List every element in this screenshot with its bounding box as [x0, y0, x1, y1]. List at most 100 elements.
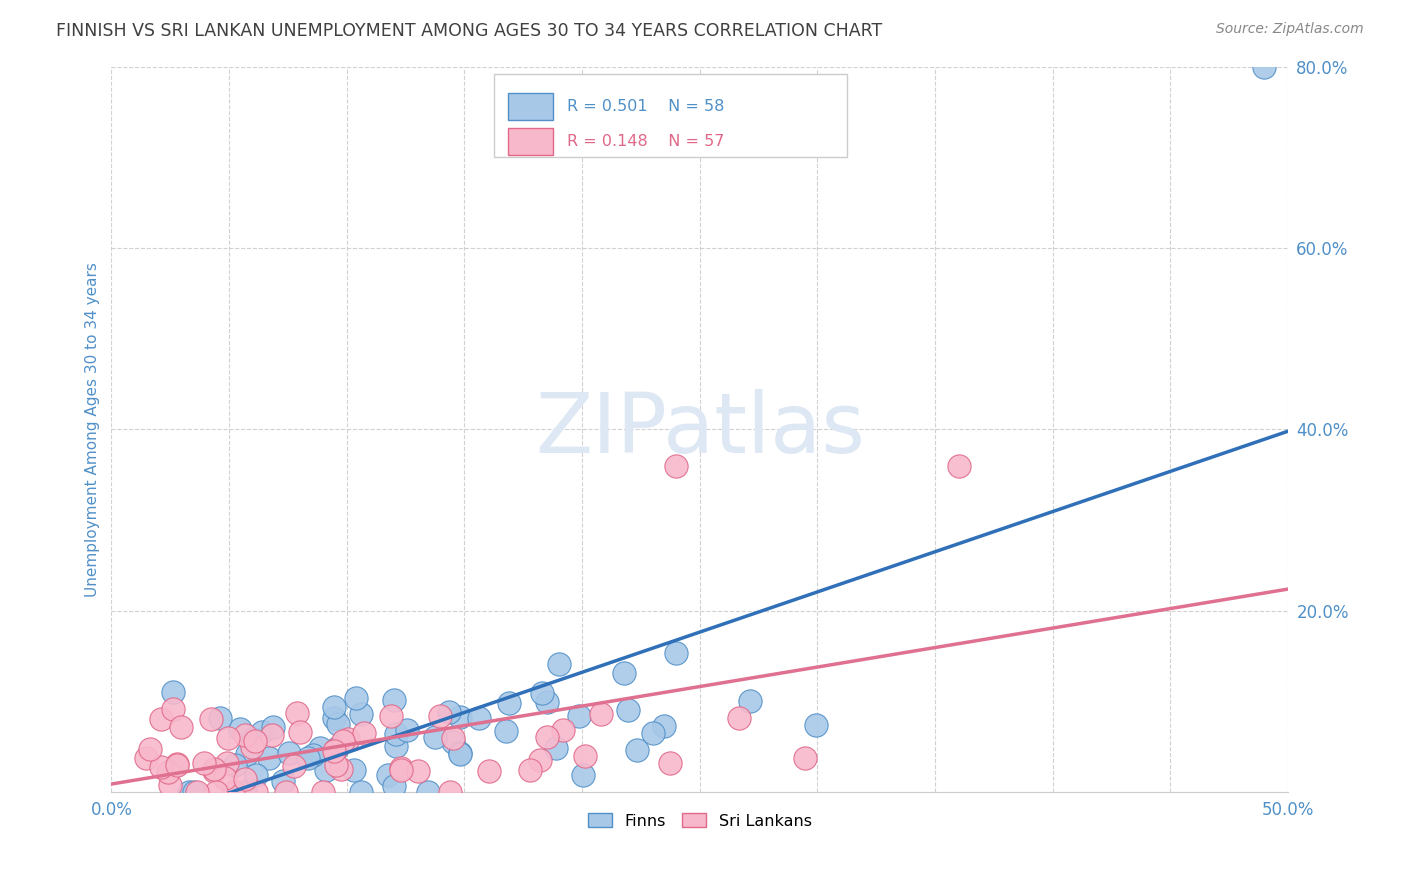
Point: [665, 458, 688, 473]
Point: [572, 768, 595, 782]
FancyBboxPatch shape: [508, 128, 553, 155]
Point: [240, 740, 263, 755]
Point: [297, 751, 319, 765]
Point: [271, 774, 294, 789]
Point: [574, 749, 596, 764]
Point: [536, 695, 558, 709]
Point: [439, 785, 461, 799]
Point: [350, 707, 373, 722]
Point: [323, 743, 346, 757]
Point: [329, 763, 352, 777]
Point: [441, 735, 464, 749]
Text: ZIPatlas: ZIPatlas: [534, 389, 865, 470]
Point: [166, 756, 188, 771]
Point: [183, 785, 205, 799]
Point: [217, 731, 239, 745]
Point: [139, 742, 162, 756]
Point: [568, 709, 591, 723]
Point: [166, 758, 188, 772]
Point: [423, 730, 446, 744]
Point: [449, 746, 471, 760]
Point: [205, 785, 228, 799]
Point: [162, 684, 184, 698]
Point: [536, 730, 558, 744]
Point: [260, 728, 283, 742]
Point: [159, 778, 181, 792]
Point: [208, 711, 231, 725]
Point: [229, 723, 252, 737]
Point: [288, 724, 311, 739]
Point: [437, 705, 460, 719]
Point: [135, 751, 157, 765]
Point: [665, 646, 688, 660]
Point: [215, 756, 238, 770]
Point: [416, 785, 439, 799]
Point: [641, 726, 664, 740]
Point: [344, 690, 367, 705]
Text: Source: ZipAtlas.com: Source: ZipAtlas.com: [1216, 22, 1364, 37]
Point: [156, 764, 179, 779]
Point: [322, 699, 344, 714]
Point: [626, 743, 648, 757]
Point: [149, 712, 172, 726]
Point: [449, 747, 471, 761]
Point: [613, 666, 636, 681]
Point: [544, 740, 567, 755]
Point: [377, 768, 399, 782]
Point: [245, 734, 267, 748]
Point: [343, 763, 366, 777]
Point: [245, 767, 267, 781]
Point: [384, 693, 406, 707]
Point: [406, 764, 429, 778]
Legend: Finns, Sri Lankans: Finns, Sri Lankans: [582, 806, 818, 835]
Point: [259, 751, 281, 765]
Point: [478, 764, 501, 779]
Point: [186, 785, 208, 799]
Point: [193, 756, 215, 770]
Point: [285, 706, 308, 720]
FancyBboxPatch shape: [494, 74, 846, 157]
Point: [467, 711, 489, 725]
Point: [233, 772, 256, 787]
Point: [170, 720, 193, 734]
Point: [441, 731, 464, 745]
Point: [325, 757, 347, 772]
Point: [322, 711, 344, 725]
Point: [389, 763, 412, 777]
FancyBboxPatch shape: [508, 93, 553, 120]
Point: [150, 759, 173, 773]
Point: [395, 723, 418, 737]
Point: [200, 712, 222, 726]
Point: [495, 724, 517, 739]
Point: [214, 771, 236, 785]
Point: [235, 728, 257, 742]
Point: [728, 711, 751, 725]
Point: [202, 762, 225, 776]
Text: R = 0.501    N = 58: R = 0.501 N = 58: [567, 99, 724, 114]
Point: [530, 686, 553, 700]
Point: [353, 725, 375, 739]
Point: [250, 724, 273, 739]
Point: [519, 763, 541, 777]
Point: [548, 657, 571, 671]
Point: [245, 785, 267, 799]
Point: [177, 785, 200, 799]
Point: [1253, 60, 1275, 74]
Point: [617, 703, 640, 717]
Point: [283, 758, 305, 772]
Point: [385, 739, 408, 753]
Point: [337, 731, 360, 746]
Point: [302, 748, 325, 763]
Point: [315, 763, 337, 777]
Point: [498, 696, 520, 710]
Point: [222, 785, 245, 799]
Point: [553, 723, 575, 737]
Point: [202, 764, 225, 779]
Point: [389, 761, 412, 775]
Point: [385, 727, 408, 741]
Point: [312, 785, 335, 799]
Point: [589, 706, 612, 721]
Y-axis label: Unemployment Among Ages 30 to 34 years: Unemployment Among Ages 30 to 34 years: [86, 262, 100, 597]
Point: [804, 718, 827, 732]
Point: [309, 740, 332, 755]
